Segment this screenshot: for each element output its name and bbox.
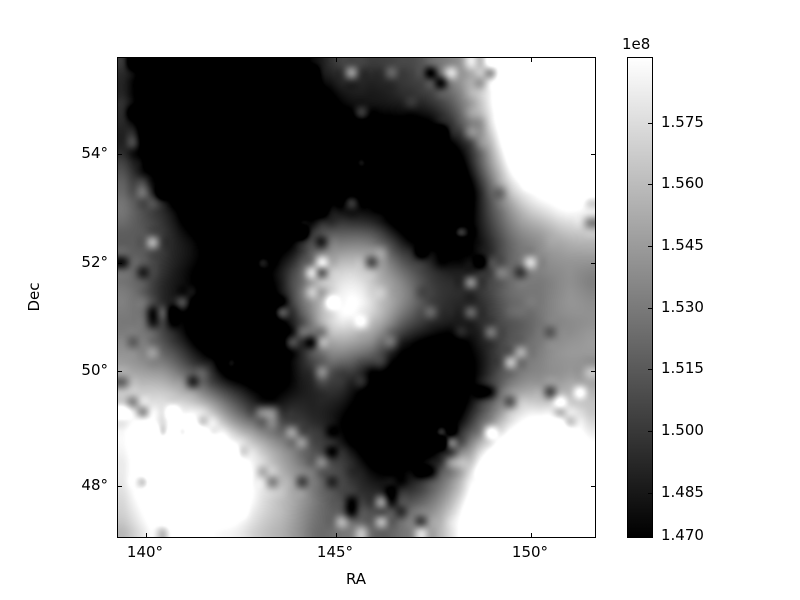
cticklabel-1500: 1.500 bbox=[661, 421, 704, 439]
cbar-tick-1500 bbox=[648, 431, 652, 432]
cticklabel-1575: 1.575 bbox=[661, 113, 704, 131]
xticklabel-145: 145° bbox=[316, 543, 354, 561]
cbar-tick-1545 bbox=[648, 246, 652, 247]
xtick-145 bbox=[336, 533, 337, 537]
colorbar[interactable] bbox=[627, 57, 653, 538]
ytick-54 bbox=[118, 154, 122, 155]
yticklabel-48: 48° bbox=[81, 476, 108, 494]
cticklabel-1545: 1.545 bbox=[661, 236, 704, 254]
cbar-tick-1530 bbox=[648, 308, 652, 309]
xtick-top-140 bbox=[146, 58, 147, 62]
cticklabel-1470: 1.470 bbox=[661, 526, 704, 544]
ytick-48 bbox=[118, 486, 122, 487]
cticklabel-1515: 1.515 bbox=[661, 359, 704, 377]
yticklabel-54: 54° bbox=[81, 144, 108, 162]
yticklabel-50: 50° bbox=[81, 361, 108, 379]
cticklabel-1485: 1.485 bbox=[661, 483, 704, 501]
cbar-tick-1560 bbox=[648, 184, 652, 185]
cticklabel-1530: 1.530 bbox=[661, 298, 704, 316]
cticklabel-1560: 1.560 bbox=[661, 174, 704, 192]
ytick-52 bbox=[118, 263, 122, 264]
ytick-50 bbox=[118, 371, 122, 372]
xticklabel-140: 140° bbox=[126, 543, 164, 561]
x-axis-label: RA bbox=[345, 570, 367, 588]
ytick-right-54 bbox=[591, 154, 595, 155]
sky-map-axes[interactable] bbox=[117, 57, 596, 538]
xticklabel-150: 150° bbox=[511, 543, 549, 561]
cbar-tick-1515 bbox=[648, 369, 652, 370]
ytick-right-48 bbox=[591, 486, 595, 487]
sky-map-image bbox=[118, 58, 595, 537]
colorbar-offset-text: 1e8 bbox=[622, 35, 651, 53]
ytick-right-52 bbox=[591, 263, 595, 264]
yticklabel-52: 52° bbox=[81, 253, 108, 271]
y-axis-label: Dec bbox=[25, 282, 43, 312]
xtick-150 bbox=[531, 533, 532, 537]
xtick-top-150 bbox=[531, 58, 532, 62]
xtick-140 bbox=[146, 533, 147, 537]
cbar-tick-1470 bbox=[648, 536, 652, 537]
ytick-right-50 bbox=[591, 371, 595, 372]
cbar-tick-1575 bbox=[648, 123, 652, 124]
xtick-top-145 bbox=[336, 58, 337, 62]
cbar-tick-1485 bbox=[648, 493, 652, 494]
